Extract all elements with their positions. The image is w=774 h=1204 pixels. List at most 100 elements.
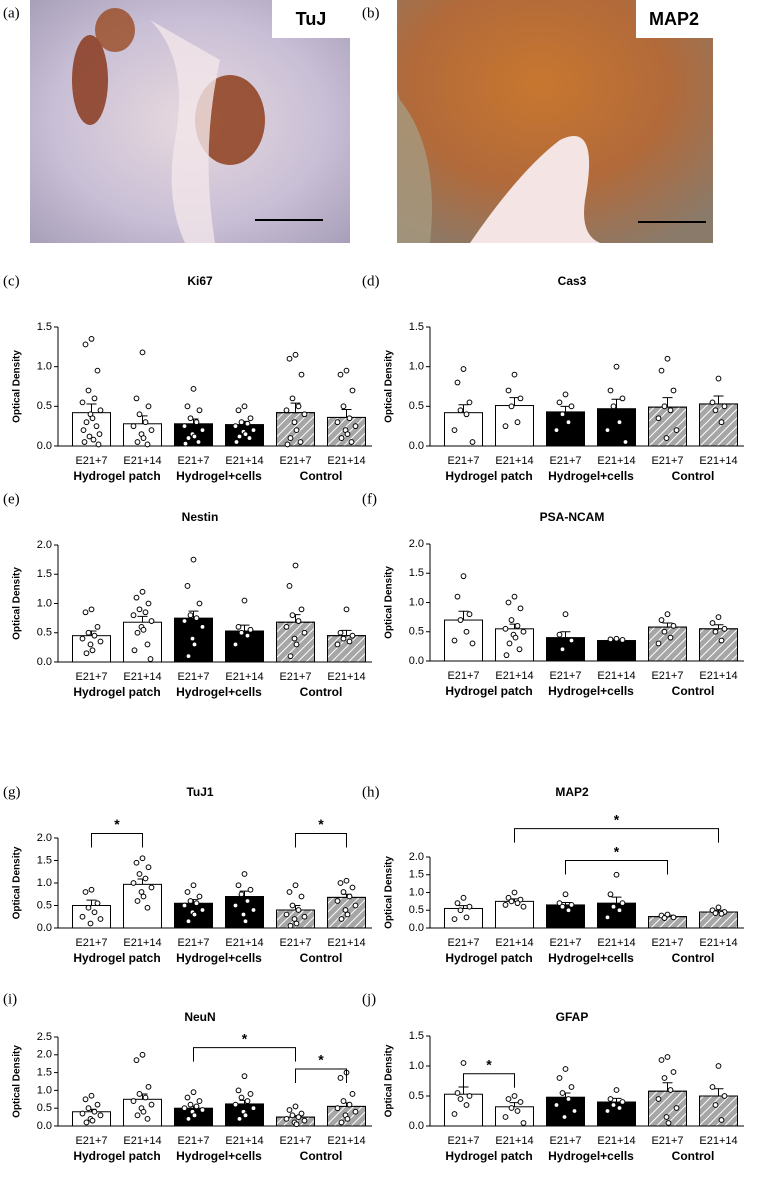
data-point: [607, 636, 614, 643]
data-point: [193, 1103, 200, 1110]
data-point: [199, 624, 206, 630]
data-point: [340, 635, 347, 642]
stain-label: MAP2: [649, 9, 699, 29]
data-point: [134, 439, 141, 445]
data-point: [191, 433, 198, 440]
x-tick-label: E21+7: [177, 1135, 209, 1147]
data-point: [344, 431, 351, 438]
label-box: [272, 0, 350, 38]
data-point: [673, 427, 680, 434]
chart: (d) Cas3 Optical Density 0.0 0.5 1.0 1.5 E21+7 E…: [362, 273, 744, 483]
group-label: Control: [300, 685, 343, 699]
data-point: [235, 407, 242, 414]
error-bar: [341, 409, 352, 418]
data-point: [96, 431, 103, 438]
bar: [597, 902, 636, 929]
data-point: [187, 612, 194, 619]
data-point: [503, 652, 510, 659]
data-point: [460, 1060, 467, 1066]
x-tick-label: E21+7: [651, 937, 683, 949]
data-point: [250, 907, 257, 913]
group-label: Hydrogel patch: [73, 1149, 160, 1163]
data-point: [83, 1119, 90, 1126]
data-point: [466, 399, 473, 406]
y-tick-label: 0.5: [409, 1090, 424, 1102]
significance-label: *: [614, 811, 620, 827]
data-point: [144, 441, 151, 448]
data-point: [348, 439, 355, 445]
data-point: [289, 612, 296, 619]
x-tick-label: E21+14: [597, 455, 635, 467]
data-point: [91, 909, 98, 916]
data-point: [556, 900, 563, 907]
data-point: [463, 628, 470, 635]
y-tick-label: 2.5: [37, 1031, 52, 1043]
data-point: [232, 1101, 239, 1108]
data-point: [334, 641, 341, 648]
data-point: [142, 875, 149, 882]
y-tick-label: 1.0: [409, 886, 424, 898]
data-point: [191, 911, 198, 918]
y-tick-label: 1.0: [37, 597, 52, 609]
data-point: [139, 1051, 146, 1058]
data-point: [241, 1073, 248, 1080]
data-point: [517, 605, 524, 612]
data-point: [298, 1110, 305, 1117]
data-point: [352, 423, 359, 430]
x-tick-label: E21+14: [327, 1135, 365, 1147]
data-point: [469, 439, 476, 445]
x-tick-label: E21+7: [447, 1135, 479, 1147]
data-point: [511, 1093, 518, 1099]
x-tick-label: E21+7: [651, 1135, 683, 1147]
y-axis-title: Optical Density: [384, 566, 395, 639]
bar-hatch: [699, 1095, 738, 1127]
chart-title: Ki67: [187, 274, 213, 288]
data-point: [607, 1096, 614, 1102]
data-point: [291, 916, 298, 922]
data-point: [185, 918, 192, 925]
data-point: [559, 1090, 566, 1096]
data-point: [457, 617, 464, 623]
data-point: [508, 898, 515, 905]
data-point: [718, 910, 725, 917]
data-point: [454, 900, 461, 907]
group-label: Control: [300, 951, 343, 965]
chart: (c) Ki67 Optical Density 0.0 0.5 1.0 1.5 E21+7 E…: [3, 273, 372, 483]
panel-label: (i): [3, 991, 17, 1007]
data-point: [337, 371, 344, 378]
y-tick-label: 0.5: [409, 400, 424, 412]
chart: (i) NeuN Optical Density 0.0 0.5 1.0 1.5 2.0 2.5…: [3, 991, 372, 1163]
data-point: [235, 882, 242, 889]
data-point: [242, 1112, 249, 1119]
significance-label: *: [486, 1057, 492, 1073]
data-point: [142, 609, 149, 616]
x-tick-label: E21+14: [225, 937, 263, 949]
data-point: [667, 407, 674, 414]
data-point: [463, 914, 470, 921]
data-point: [140, 1108, 147, 1115]
data-point: [190, 1089, 197, 1096]
bar: [495, 900, 534, 929]
data-point: [184, 889, 191, 895]
data-point: [283, 911, 290, 918]
data-point: [712, 407, 719, 414]
data-point: [283, 1115, 290, 1122]
significance-bracket: [91, 833, 143, 848]
data-point: [238, 629, 245, 636]
data-point: [247, 1091, 254, 1097]
data-point: [79, 399, 86, 406]
data-point: [199, 907, 206, 913]
data-point: [87, 920, 94, 927]
y-tick-label: 0.0: [409, 655, 424, 667]
significance-bracket: [565, 860, 668, 875]
data-point: [97, 407, 104, 414]
data-point: [97, 638, 104, 645]
data-point: [242, 431, 249, 438]
x-tick-label: E21+7: [549, 455, 581, 467]
data-point: [460, 366, 467, 372]
data-point: [297, 439, 304, 445]
error-bar: [458, 610, 469, 621]
y-axis-title: Optical Density: [384, 350, 395, 423]
chart: (j) GFAP Optical Density 0.0 0.5 1.0 1.5 E21+7 E…: [362, 991, 744, 1163]
data-point: [190, 556, 197, 563]
